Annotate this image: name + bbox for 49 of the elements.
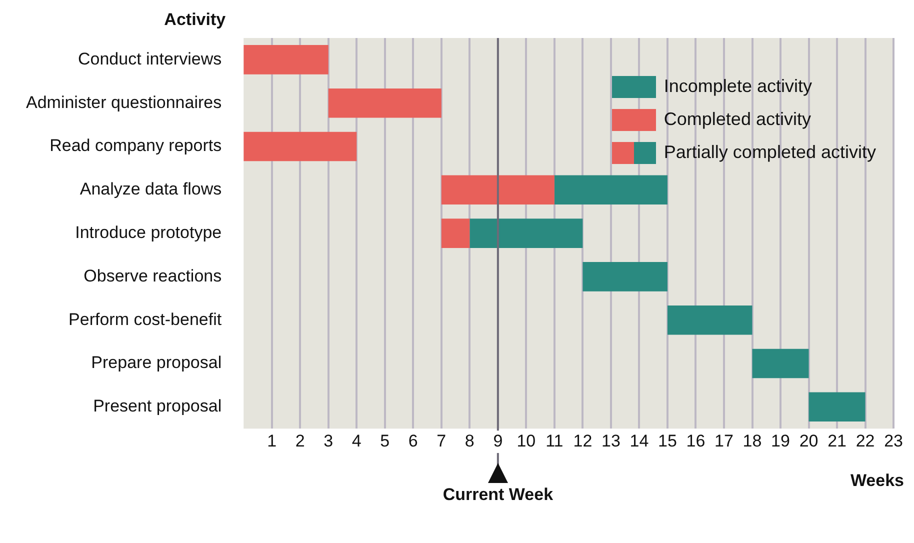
x-tick-label: 10 [516,431,536,450]
y-tick-label: Administer questionnaires [26,92,222,112]
y-tick-label: Introduce prototype [75,222,222,242]
x-axis-title: Weeks [850,470,904,490]
y-axis-title: Activity [164,10,226,30]
x-tick-label: 20 [799,431,818,450]
y-tick-label: Perform cost-benefit [68,310,222,329]
x-tick-label: 12 [573,431,592,450]
x-tick-label: 2 [295,431,305,450]
x-tick-label: 16 [686,431,706,450]
bar [752,348,809,378]
x-tick-label: 11 [546,431,564,450]
bar [554,175,668,205]
x-tick-label: 23 [884,431,904,450]
annotation: Partially completed activity [664,142,876,162]
x-tick-label: 9 [493,431,503,450]
y-tick-label: Conduct interviews [78,49,222,68]
x-tick-label: 18 [742,431,762,450]
x-tick-label: 4 [352,431,362,450]
bar [667,305,752,335]
bar [328,88,442,118]
y-tick-label: Present proposal [93,396,222,416]
y-tick-label: Read company reports [50,136,222,156]
x-tick-label: 15 [658,431,677,450]
bar [441,175,554,205]
x-tick-label: 13 [602,431,620,450]
y-tick-label: Analyze data flows [80,180,222,199]
bar [441,218,470,248]
bar [244,45,328,74]
legend-label: Incomplete activity [664,76,812,96]
x-tick-label: 22 [856,431,875,450]
x-tick-label: 1 [267,431,277,450]
x-tick-label: 14 [630,431,649,450]
bar [582,262,668,292]
bar [808,392,866,422]
x-tick-label: 8 [464,431,474,450]
x-tick-label: 19 [771,431,790,450]
bar [470,218,583,248]
x-tick-label: 7 [436,431,446,450]
x-tick-label: 5 [380,431,390,450]
legend-label: Completed activity [664,109,811,129]
x-tick-label: 3 [324,431,334,450]
x-tick-label: 17 [714,431,734,450]
x-tick-label: 21 [828,431,846,450]
ref-line-label: Current Week [442,484,554,504]
y-tick-label: Prepare proposal [91,353,222,372]
x-tick-label: 6 [408,431,418,450]
bar [244,132,357,162]
y-tick-label: Observe reactions [84,266,222,286]
